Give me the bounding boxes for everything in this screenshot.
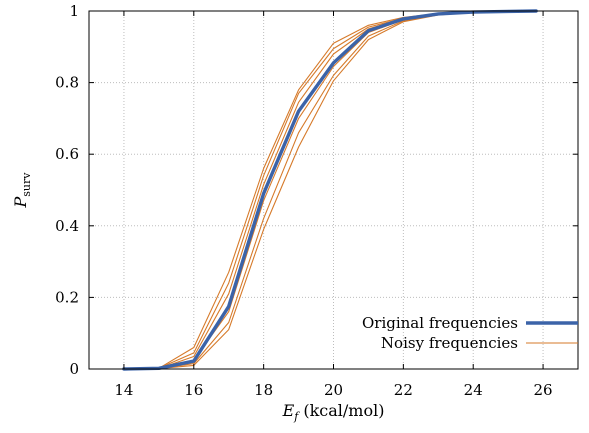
legend-original-label: Original frequencies: [362, 314, 518, 332]
x-tick-label: 18: [254, 381, 273, 399]
legend: Original frequencies Noisy frequencies: [362, 314, 578, 352]
y-axis-subscript: surv: [20, 172, 33, 197]
y-tick-label: 0.6: [55, 145, 79, 163]
x-tick-label: 22: [394, 381, 413, 399]
legend-noisy-label: Noisy frequencies: [381, 334, 518, 352]
y-tick-label: 0: [69, 360, 79, 378]
axis-ticks: 14 16 18 20 22 24 26 0 0.2 0.4 0.6 0.8 1: [55, 2, 578, 399]
x-tick-label: 26: [534, 381, 553, 399]
y-tick-label: 0.8: [55, 74, 79, 92]
y-axis-title: Psurv: [11, 172, 33, 209]
x-tick-label: 16: [184, 381, 203, 399]
x-axis-subscript: f: [293, 410, 300, 423]
x-tick-label: 20: [324, 381, 343, 399]
x-tick-label: 14: [114, 381, 133, 399]
x-axis-title: Ef (kcal/mol): [282, 401, 385, 423]
x-axis-symbol: E: [282, 401, 295, 420]
y-tick-label: 0.2: [55, 288, 79, 306]
y-tick-label: 0.4: [55, 217, 79, 235]
y-tick-label: 1: [69, 2, 79, 20]
x-axis-unit: (kcal/mol): [303, 401, 384, 420]
y-axis-symbol: P: [11, 196, 30, 208]
x-tick-label: 24: [464, 381, 483, 399]
